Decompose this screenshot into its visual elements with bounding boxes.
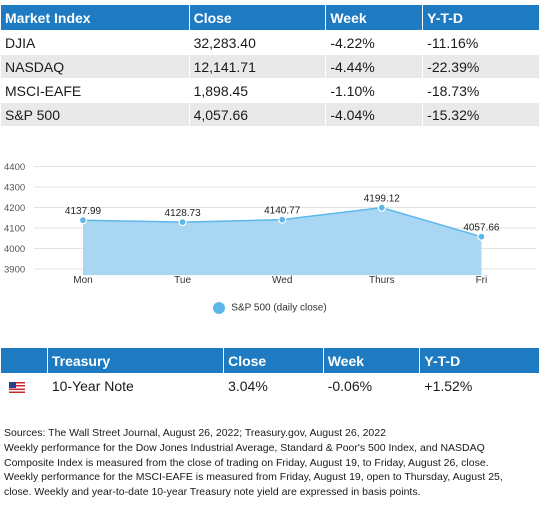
table-row: S&P 500 4,057.66 -4.04% -15.32% <box>1 103 539 126</box>
header-treasury: Treasury <box>47 348 224 373</box>
data-label: 4137.99 <box>65 206 102 217</box>
data-point <box>278 215 287 224</box>
source-notes: Sources: The Wall Street Journal, August… <box>4 426 538 500</box>
header-week: Week <box>326 5 423 30</box>
y-tick-label: 4300 <box>4 183 25 194</box>
treasury-table-header-row: Treasury Close Week Y-T-D <box>1 348 539 373</box>
chart-legend: S&P 500 (daily close) <box>0 302 540 314</box>
chart-x-axis: Mon Tue Wed Thurs Fri <box>73 275 487 286</box>
y-tick-label: 4200 <box>4 203 25 214</box>
table-row: 10-Year Note 3.04% -0.06% +1.52% <box>1 374 539 398</box>
index-close: 32,283.40 <box>189 31 326 54</box>
header-week: Week <box>323 348 420 373</box>
table-row: MSCI-EAFE 1,898.45 -1.10% -18.73% <box>1 79 539 102</box>
index-week: -1.10% <box>326 79 423 102</box>
index-close: 4,057.66 <box>189 103 326 126</box>
treasury-close: 3.04% <box>228 378 268 394</box>
table-row: DJIA 32,283.40 -4.22% -11.16% <box>1 31 539 54</box>
y-tick-label: 3900 <box>4 265 25 276</box>
notes-line: Composite Index is measured from the clo… <box>4 456 489 469</box>
us-flag-icon <box>9 381 25 393</box>
header-ytd: Y-T-D <box>420 348 539 373</box>
x-tick-label: Wed <box>272 275 292 286</box>
data-point <box>377 203 386 212</box>
index-ytd: -22.39% <box>423 55 539 78</box>
index-ytd: -11.16% <box>423 31 539 54</box>
chart-y-axis: 3900 4000 4100 4200 4300 4400 <box>4 162 25 276</box>
data-point <box>178 218 187 227</box>
legend-label: S&P 500 (daily close) <box>231 302 327 314</box>
market-index-table: Market Index Close Week Y-T-D DJIA 32,28… <box>0 4 540 127</box>
data-label: 4128.73 <box>165 208 202 219</box>
chart-points <box>78 203 486 241</box>
x-tick-label: Thurs <box>369 275 395 286</box>
x-tick-label: Tue <box>174 275 191 286</box>
legend-swatch <box>213 302 226 314</box>
header-flag <box>1 348 47 373</box>
index-close: 12,141.71 <box>189 55 326 78</box>
market-table-header-row: Market Index Close Week Y-T-D <box>1 5 539 30</box>
y-tick-label: 4000 <box>4 244 25 255</box>
header-close: Close <box>189 5 326 30</box>
treasury-week: -0.06% <box>327 378 373 394</box>
notes-line: close. Weekly and year-to-date 10-year T… <box>4 486 421 499</box>
index-name: DJIA <box>1 31 189 54</box>
notes-line: Weekly performance for the MSCI-EAFE is … <box>4 471 503 484</box>
index-week: -4.22% <box>326 31 423 54</box>
header-market-index: Market Index <box>1 5 189 30</box>
data-point <box>477 232 486 241</box>
data-label: 4140.77 <box>264 206 301 217</box>
treasury-ytd: +1.52% <box>424 378 473 394</box>
notes-line: Sources: The Wall Street Journal, August… <box>4 427 386 439</box>
treasury-name: 10-Year Note <box>51 378 134 394</box>
index-week: -4.04% <box>326 103 423 126</box>
x-tick-label: Fri <box>476 275 488 286</box>
notes-line: Weekly performance for the Dow Jones Ind… <box>4 441 485 454</box>
index-ytd: -18.73% <box>423 79 539 102</box>
data-label: 4199.12 <box>364 194 401 205</box>
x-tick-label: Mon <box>73 275 92 286</box>
treasury-table: Treasury Close Week Y-T-D 10-Year Note 3… <box>0 347 540 399</box>
header-ytd: Y-T-D <box>423 5 539 30</box>
index-close: 1,898.45 <box>189 79 326 102</box>
index-name: S&P 500 <box>1 103 189 126</box>
data-point <box>78 216 88 225</box>
index-name: MSCI-EAFE <box>1 79 189 102</box>
chart-data-labels: 4137.99 4128.73 4140.77 4199.12 4057.66 <box>65 194 500 234</box>
index-name: NASDAQ <box>1 55 189 78</box>
data-label: 4057.66 <box>463 223 500 234</box>
index-week: -4.44% <box>326 55 423 78</box>
y-tick-label: 4400 <box>4 162 25 173</box>
table-row: NASDAQ 12,141.71 -4.44% -22.39% <box>1 55 539 78</box>
y-tick-label: 4100 <box>4 224 25 235</box>
index-ytd: -15.32% <box>423 103 539 126</box>
header-close: Close <box>224 348 323 373</box>
